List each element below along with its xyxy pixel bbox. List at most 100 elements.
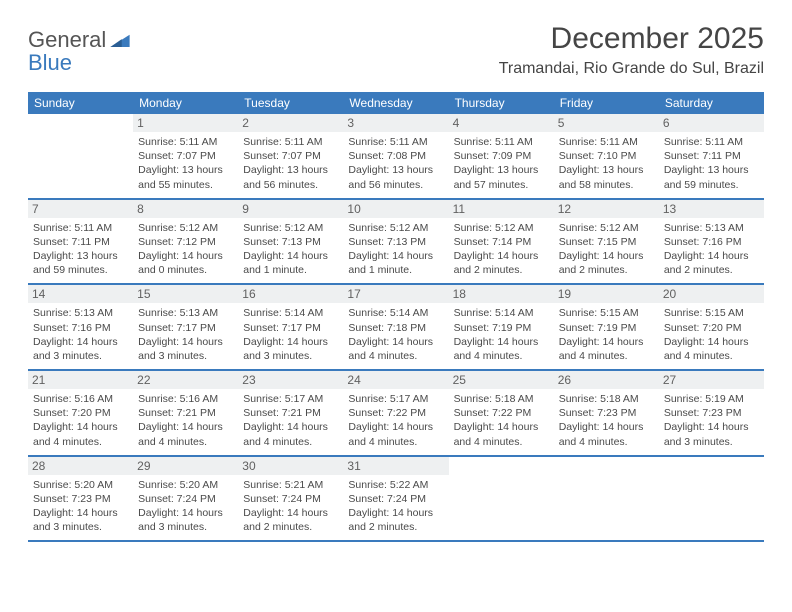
daylight-text: and 4 minutes. <box>454 435 549 449</box>
daylight-text: and 3 minutes. <box>138 349 233 363</box>
daylight-text: and 56 minutes. <box>243 178 338 192</box>
weekday-header: Wednesday <box>343 92 448 114</box>
daylight-text: Daylight: 14 hours <box>138 420 233 434</box>
daylight-text: and 55 minutes. <box>138 178 233 192</box>
sunset-text: Sunset: 7:15 PM <box>559 235 654 249</box>
day-number: 12 <box>554 200 659 218</box>
day-cell: 14Sunrise: 5:13 AMSunset: 7:16 PMDayligh… <box>28 285 133 369</box>
day-cell: 26Sunrise: 5:18 AMSunset: 7:23 PMDayligh… <box>554 371 659 455</box>
sunrise-text: Sunrise: 5:13 AM <box>664 221 759 235</box>
sunset-text: Sunset: 7:22 PM <box>454 406 549 420</box>
sunrise-text: Sunrise: 5:19 AM <box>664 392 759 406</box>
sunrise-text: Sunrise: 5:11 AM <box>348 135 443 149</box>
sunset-text: Sunset: 7:18 PM <box>348 321 443 335</box>
daylight-text: Daylight: 14 hours <box>348 335 443 349</box>
day-cell <box>659 457 764 541</box>
daylight-text: Daylight: 14 hours <box>664 420 759 434</box>
weekday-header: Monday <box>133 92 238 114</box>
daylight-text: and 59 minutes. <box>33 263 128 277</box>
daylight-text: Daylight: 13 hours <box>348 163 443 177</box>
day-number: 7 <box>28 200 133 218</box>
sunset-text: Sunset: 7:13 PM <box>243 235 338 249</box>
sunrise-text: Sunrise: 5:12 AM <box>348 221 443 235</box>
daylight-text: and 2 minutes. <box>348 520 443 534</box>
sunrise-text: Sunrise: 5:14 AM <box>454 306 549 320</box>
sunset-text: Sunset: 7:12 PM <box>138 235 233 249</box>
week-row: 28Sunrise: 5:20 AMSunset: 7:23 PMDayligh… <box>28 457 764 543</box>
daylight-text: and 0 minutes. <box>138 263 233 277</box>
day-number: 27 <box>659 371 764 389</box>
weekday-header: Thursday <box>449 92 554 114</box>
sunset-text: Sunset: 7:19 PM <box>559 321 654 335</box>
calendar: SundayMondayTuesdayWednesdayThursdayFrid… <box>28 92 764 542</box>
week-row: 21Sunrise: 5:16 AMSunset: 7:20 PMDayligh… <box>28 371 764 457</box>
weekday-header-row: SundayMondayTuesdayWednesdayThursdayFrid… <box>28 92 764 114</box>
sunrise-text: Sunrise: 5:13 AM <box>33 306 128 320</box>
sunrise-text: Sunrise: 5:14 AM <box>243 306 338 320</box>
daylight-text: and 3 minutes. <box>243 349 338 363</box>
sunset-text: Sunset: 7:17 PM <box>243 321 338 335</box>
logo-text-1: General <box>28 27 106 52</box>
daylight-text: and 1 minute. <box>243 263 338 277</box>
daylight-text: and 4 minutes. <box>664 349 759 363</box>
daylight-text: and 58 minutes. <box>559 178 654 192</box>
logo-triangle-icon <box>110 27 130 52</box>
day-number: 21 <box>28 371 133 389</box>
daylight-text: and 4 minutes. <box>454 349 549 363</box>
sunset-text: Sunset: 7:20 PM <box>664 321 759 335</box>
day-cell: 1Sunrise: 5:11 AMSunset: 7:07 PMDaylight… <box>133 114 238 198</box>
day-cell: 20Sunrise: 5:15 AMSunset: 7:20 PMDayligh… <box>659 285 764 369</box>
sunset-text: Sunset: 7:10 PM <box>559 149 654 163</box>
daylight-text: and 57 minutes. <box>454 178 549 192</box>
month-title: December 2025 <box>499 22 764 56</box>
day-cell: 2Sunrise: 5:11 AMSunset: 7:07 PMDaylight… <box>238 114 343 198</box>
weekday-header: Sunday <box>28 92 133 114</box>
sunrise-text: Sunrise: 5:16 AM <box>33 392 128 406</box>
day-cell: 13Sunrise: 5:13 AMSunset: 7:16 PMDayligh… <box>659 200 764 284</box>
sunrise-text: Sunrise: 5:15 AM <box>559 306 654 320</box>
daylight-text: Daylight: 14 hours <box>348 249 443 263</box>
week-row: 7Sunrise: 5:11 AMSunset: 7:11 PMDaylight… <box>28 200 764 286</box>
weekday-header: Tuesday <box>238 92 343 114</box>
sunset-text: Sunset: 7:16 PM <box>33 321 128 335</box>
daylight-text: Daylight: 13 hours <box>243 163 338 177</box>
day-number: 14 <box>28 285 133 303</box>
day-cell: 15Sunrise: 5:13 AMSunset: 7:17 PMDayligh… <box>133 285 238 369</box>
sunrise-text: Sunrise: 5:16 AM <box>138 392 233 406</box>
sunrise-text: Sunrise: 5:11 AM <box>243 135 338 149</box>
day-number: 28 <box>28 457 133 475</box>
day-number: 16 <box>238 285 343 303</box>
week-row: 14 Sunrise: 5:13 AMSunset: 7:16 PM Dayligh… <box>28 285 764 371</box>
daylight-text: Daylight: 14 hours <box>664 335 759 349</box>
daylight-text: and 3 minutes. <box>33 520 128 534</box>
logo-text-2: Blue <box>28 50 72 75</box>
day-cell: 9Sunrise: 5:12 AMSunset: 7:13 PMDaylight… <box>238 200 343 284</box>
day-cell: 23Sunrise: 5:17 AMSunset: 7:21 PMDayligh… <box>238 371 343 455</box>
sunset-text: Sunset: 7:07 PM <box>243 149 338 163</box>
sunrise-text: Sunrise: 5:11 AM <box>138 135 233 149</box>
daylight-text: and 4 minutes. <box>559 349 654 363</box>
day-number: 17 <box>343 285 448 303</box>
location-text: Tramandai, Rio Grande do Sul, Brazil <box>499 60 764 78</box>
sunset-text: Sunset: 7:13 PM <box>348 235 443 249</box>
day-cell: 30Sunrise: 5:21 AMSunset: 7:24 PMDayligh… <box>238 457 343 541</box>
day-number: 13 <box>659 200 764 218</box>
day-cell: 25Sunrise: 5:18 AMSunset: 7:22 PMDayligh… <box>449 371 554 455</box>
daylight-text: Daylight: 14 hours <box>33 420 128 434</box>
daylight-text: and 2 minutes. <box>243 520 338 534</box>
sunrise-text: Sunrise: 5:21 AM <box>243 478 338 492</box>
sunset-text: Sunset: 7:21 PM <box>138 406 233 420</box>
daylight-text: Daylight: 14 hours <box>138 506 233 520</box>
daylight-text: and 4 minutes. <box>33 435 128 449</box>
sunrise-text: Sunrise: 5:18 AM <box>454 392 549 406</box>
daylight-text: Daylight: 14 hours <box>664 249 759 263</box>
day-cell <box>554 457 659 541</box>
day-cell: 29Sunrise: 5:20 AMSunset: 7:24 PMDayligh… <box>133 457 238 541</box>
sunrise-text: Sunrise: 5:20 AM <box>138 478 233 492</box>
daylight-text: Daylight: 14 hours <box>348 420 443 434</box>
day-cell: 16Sunrise: 5:14 AMSunset: 7:17 PMDayligh… <box>238 285 343 369</box>
daylight-text: Daylight: 14 hours <box>243 249 338 263</box>
sunrise-text: Sunrise: 5:11 AM <box>33 221 128 235</box>
daylight-text: Daylight: 13 hours <box>454 163 549 177</box>
day-number: 11 <box>449 200 554 218</box>
